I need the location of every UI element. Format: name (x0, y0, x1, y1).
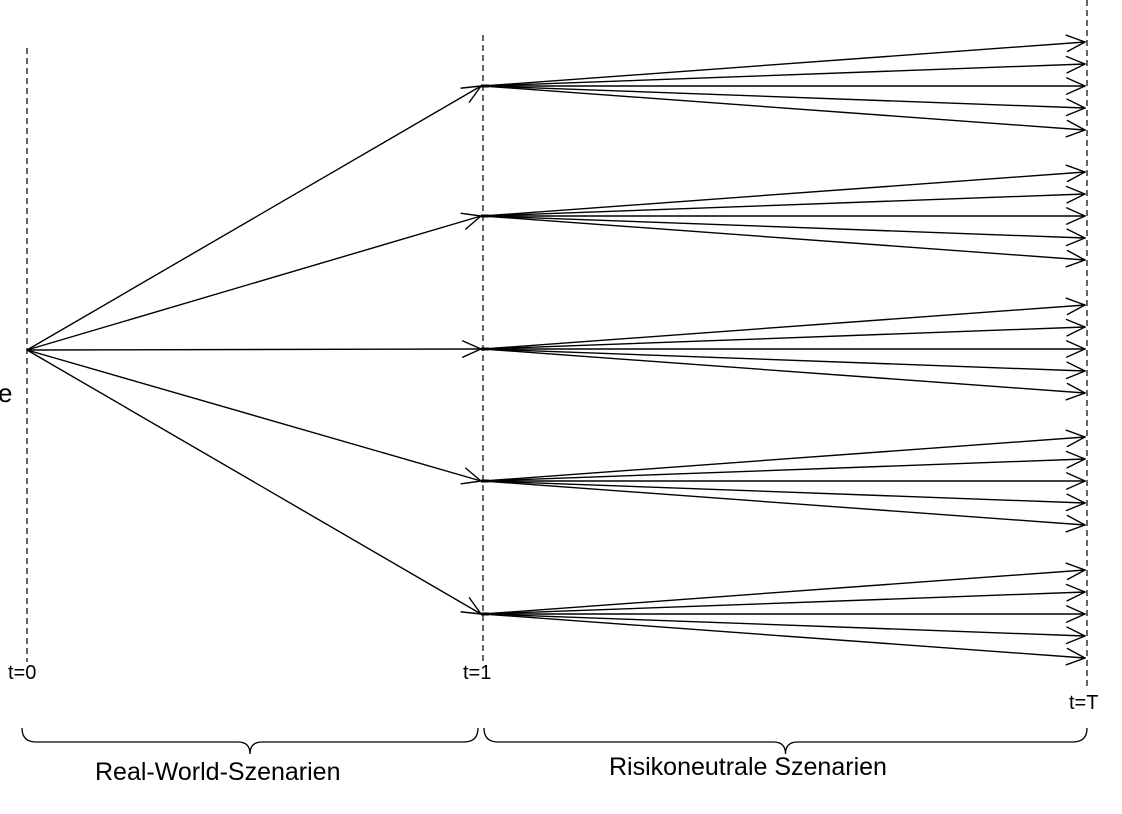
time-label-t1: t=1 (463, 662, 492, 684)
real-world-branch-arrow (26, 212, 482, 351)
risk-neutral-branch-arrow (482, 472, 1086, 490)
risk-neutral-branch-arrow (482, 215, 1086, 247)
risk-neutral-branch-arrow (482, 207, 1086, 225)
risk-neutral-branch-arrow (482, 55, 1086, 87)
risk-neutral-branch-arrow (482, 77, 1086, 95)
brace-risk-neutral (483, 727, 1088, 755)
risk-neutral-branch-arrow (482, 164, 1086, 217)
risk-neutral-branch-arrow (482, 34, 1086, 87)
risk-neutral-branch-arrow (482, 85, 1086, 117)
risk-neutral-branch-arrow (482, 450, 1086, 482)
risk-neutral-branch-arrow (482, 340, 1086, 358)
risk-neutral-branch-arrow (482, 613, 1086, 666)
risk-neutral-branch-arrow (482, 348, 1086, 401)
risk-neutral-branch-arrow (482, 215, 1086, 268)
time-label-t0: t=0 (8, 662, 37, 684)
risk-neutral-branch-arrow (482, 185, 1086, 217)
brace-label-real-world: Real-World-Szenarien (95, 758, 341, 786)
brace-label-risk-neutral: Risikoneutrale Szenarien (609, 753, 887, 781)
risk-neutral-branch-arrow (482, 605, 1086, 623)
real-world-branch-arrow (26, 349, 482, 615)
brace-real-world (21, 727, 479, 755)
risk-neutral-branch-arrow (482, 429, 1086, 482)
real-world-branch-arrow (26, 340, 482, 358)
real-world-branch-arrow (26, 85, 482, 351)
risk-neutral-branch-arrow (482, 480, 1086, 512)
risk-neutral-branch-arrow (482, 613, 1086, 645)
risk-neutral-branch-arrow (482, 85, 1086, 138)
real-world-branch-arrow (26, 349, 482, 485)
risk-neutral-branch-arrow (482, 583, 1086, 615)
risk-neutral-branch-arrow (482, 562, 1086, 615)
risk-neutral-branch-arrow (482, 480, 1086, 533)
risk-neutral-branch-arrow (482, 348, 1086, 380)
risk-neutral-branch-arrow (482, 297, 1086, 350)
clipped-left-text: e (0, 378, 13, 408)
time-label-tT: t=T (1069, 692, 1099, 714)
risk-neutral-branch-arrow (482, 318, 1086, 350)
